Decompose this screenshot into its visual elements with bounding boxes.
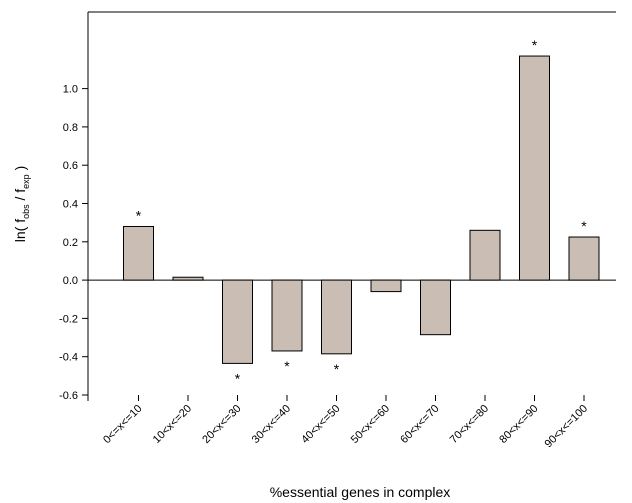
bar [123, 225, 154, 281]
bar [172, 276, 204, 281]
y-tick-label: -0.2 [59, 313, 78, 325]
significance-star: * [136, 207, 142, 223]
x-tick-label: 20<x<=30 [200, 403, 243, 446]
y-tick-label: 0.4 [63, 199, 78, 211]
x-tick-label: 50<x<=60 [349, 403, 392, 446]
x-tick-label: 10<x<=20 [151, 403, 194, 446]
y-axis-label-mid: / f [12, 189, 28, 205]
y-tick-label: 0.0 [63, 275, 78, 287]
x-tick-label: 0<=x<=10 [101, 403, 145, 447]
x-tick-label: 40<x<=50 [299, 403, 342, 446]
x-tick-label: 90<x<=100 [542, 403, 590, 451]
y-tick-label: 1.0 [63, 84, 78, 96]
bars [123, 55, 600, 364]
bar [222, 279, 253, 364]
y-tick-label: 0.2 [63, 237, 78, 249]
y-tick-label: -0.6 [59, 390, 78, 402]
x-tick-label: 80<x<=90 [497, 403, 540, 446]
y-axis-label: ln( fobs / fexp ) [12, 166, 31, 243]
x-axis-label: %essential genes in complex [270, 484, 451, 500]
x-axis: 0<=x<=10 10<x<=20 20<x<=30 30<x<=40 40<x<=50… [87, 395, 590, 451]
y-tick-label: -0.4 [59, 352, 78, 364]
bar [370, 279, 402, 293]
x-tick-label: 30<x<=40 [250, 403, 293, 446]
y-axis-label-prefix: ln( f [12, 219, 28, 242]
x-tick-label: 70<x<=80 [448, 403, 491, 446]
significance-star: * [235, 370, 241, 386]
bar [568, 236, 600, 281]
significance-markers: * * * * * * [136, 37, 588, 386]
significance-star: * [284, 358, 290, 374]
bar [271, 279, 303, 352]
bar [469, 229, 501, 281]
significance-star: * [581, 218, 587, 234]
x-tick-label: 60<x<=70 [398, 403, 441, 446]
significance-star: * [532, 37, 538, 53]
y-axis-label-sub-exp: exp [21, 174, 31, 189]
y-axis-label-suffix: ) [12, 166, 28, 175]
y-axis: -0.6 -0.4 -0.2 0.0 0.2 0.4 0.6 0.8 1.0 [59, 84, 88, 402]
bar [420, 279, 451, 336]
y-tick-label: 0.8 [63, 122, 78, 134]
significance-star: * [334, 361, 340, 377]
bar [519, 55, 550, 281]
bar [321, 279, 352, 355]
y-axis-label-sub-obs: obs [21, 204, 31, 219]
y-tick-label: 0.6 [63, 160, 78, 172]
